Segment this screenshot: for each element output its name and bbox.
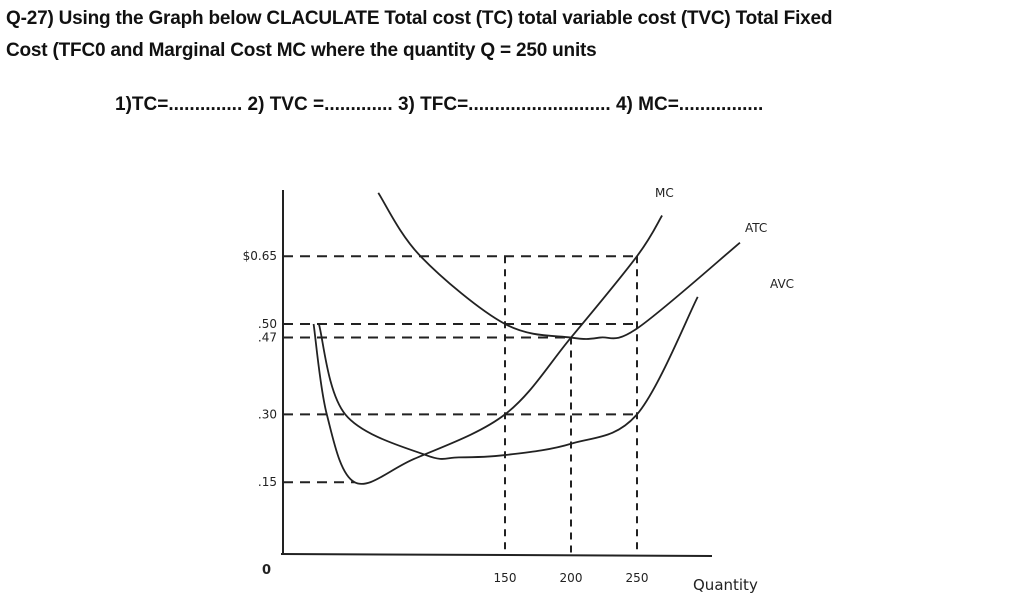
x-tick-label: 250 — [626, 571, 649, 585]
answer-tvc: 2) TVC =............. — [247, 94, 393, 115]
answer-blanks: 1)TC=.............. 2) TVC =............… — [115, 94, 763, 116]
series-label-atc: ATC — [745, 221, 767, 235]
x-tick-label: 150 — [494, 571, 517, 585]
answer-tfc: 3) TFC=........................... — [397, 94, 611, 115]
x-axis — [280, 553, 713, 557]
y-tick-label: .50 — [258, 317, 277, 331]
curve-atc — [377, 192, 741, 340]
answer-mc: 4) MC=................ — [615, 94, 764, 115]
y-tick-label: .47 — [258, 331, 277, 345]
y-tick-label: .15 — [258, 475, 277, 489]
x-axis-label: Quantity — [693, 576, 758, 594]
y-tick-label: $0.65 — [243, 249, 277, 263]
series-label-avc: AVC — [770, 277, 794, 291]
x-tick-label: 200 — [560, 571, 583, 585]
question-line-2: Cost (TFC0 and Marginal Cost MC where th… — [6, 40, 597, 61]
y-tick-label: .30 — [258, 407, 277, 421]
curve-avc — [318, 296, 699, 460]
answer-tc: 1)TC=.............. — [115, 94, 243, 115]
origin-label: 0 — [262, 563, 271, 578]
question-line-1: Q-27) Using the Graph below CLACULATE To… — [6, 8, 833, 29]
curve-mc — [312, 215, 663, 485]
series-label-mc: MC — [655, 186, 674, 200]
